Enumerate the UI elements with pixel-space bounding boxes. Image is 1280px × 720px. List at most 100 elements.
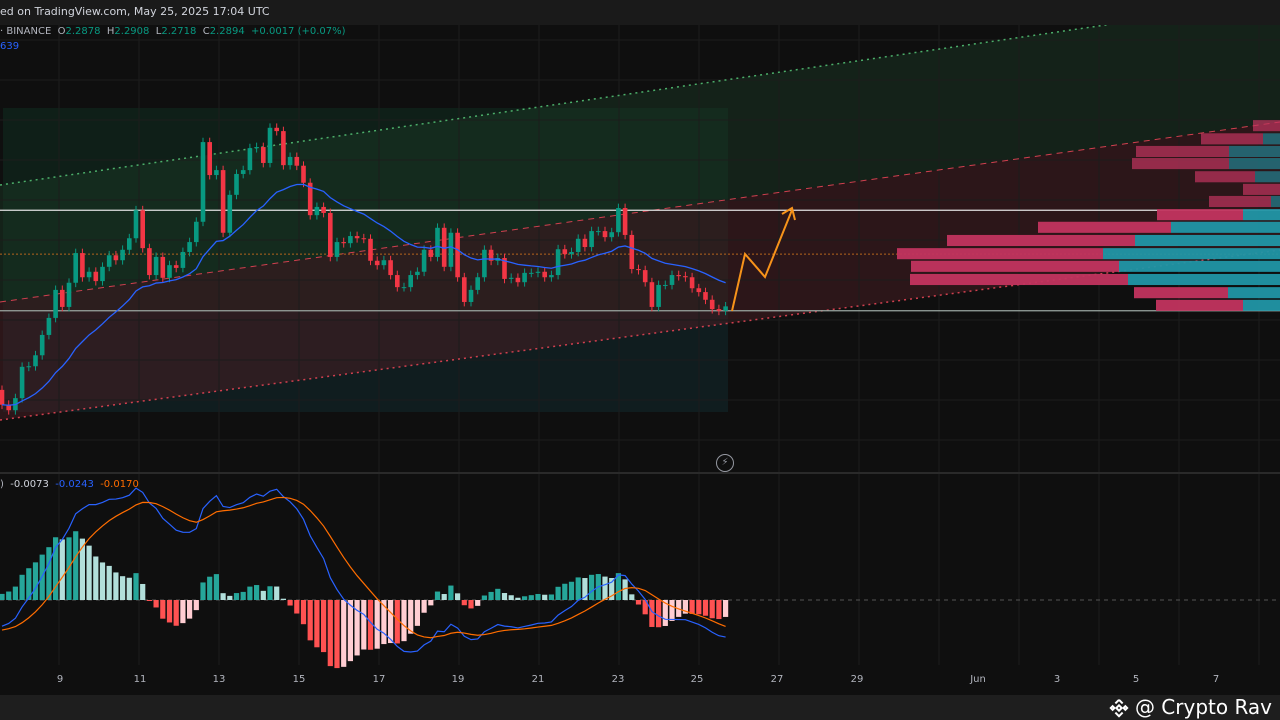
macd-histogram-bar bbox=[113, 572, 119, 600]
macd-histogram-bar bbox=[260, 590, 266, 600]
candle-body bbox=[214, 170, 219, 176]
open-label: O bbox=[57, 26, 66, 37]
candle-body bbox=[462, 277, 467, 302]
macd-histogram-bar bbox=[300, 600, 307, 625]
volume-profile-buy-bar bbox=[1135, 234, 1280, 247]
macd-histogram-bar bbox=[548, 594, 554, 600]
ma-value: 639 bbox=[0, 41, 20, 52]
macd-histogram-bar bbox=[200, 582, 206, 600]
candle-body bbox=[147, 248, 152, 276]
macd-histogram-bar bbox=[394, 600, 400, 644]
candle-body bbox=[649, 282, 655, 307]
volume-profile-sell-bar bbox=[1136, 145, 1229, 158]
candle-body bbox=[39, 334, 45, 356]
macd-histogram-bar bbox=[146, 600, 152, 601]
candle-body bbox=[26, 366, 32, 368]
candle-body bbox=[153, 256, 159, 276]
candle-body bbox=[173, 265, 179, 268]
publish-bar: ed on TradingView.com, May 25, 2025 17:0… bbox=[0, 0, 1280, 25]
candle-body bbox=[0, 389, 5, 405]
candle-body bbox=[274, 127, 279, 132]
candle-body bbox=[589, 231, 594, 248]
macd-histogram-bar bbox=[32, 562, 39, 600]
macd-histogram-bar bbox=[582, 578, 588, 600]
macd-histogram-bar bbox=[501, 593, 508, 600]
candle-body bbox=[502, 258, 507, 279]
macd-histogram-bar bbox=[280, 598, 286, 600]
time-axis-label: 29 bbox=[850, 674, 864, 685]
candle-body bbox=[348, 236, 353, 244]
candle-body bbox=[709, 299, 715, 310]
candle-body bbox=[723, 306, 728, 311]
time-axis-label: 19 bbox=[451, 674, 465, 685]
watermark: @ Crypto Rav bbox=[1109, 695, 1272, 720]
volume-profile-sell-bar bbox=[910, 273, 1128, 286]
macd-histogram-bar bbox=[327, 600, 333, 667]
macd-histogram-bar bbox=[133, 573, 139, 600]
time-axis-label: 7 bbox=[1212, 674, 1220, 685]
macd-histogram-bar bbox=[669, 600, 675, 621]
macd-histogram-bar bbox=[173, 600, 179, 626]
macd-histogram-bar bbox=[166, 600, 173, 623]
symbol-legend: · BINANCE O2.2878 H2.2908 L2.2718 C2.289… bbox=[0, 26, 346, 37]
candle-body bbox=[602, 231, 608, 238]
volume-profile-buy-bar bbox=[1271, 195, 1280, 208]
candle-body bbox=[575, 238, 581, 252]
volume-profile-buy-bar bbox=[1128, 273, 1280, 286]
candle-body bbox=[106, 255, 112, 267]
candle-body bbox=[341, 242, 346, 244]
macd-histogram-bar bbox=[562, 583, 568, 600]
candle-body bbox=[328, 212, 333, 257]
bottom-bar bbox=[0, 695, 1280, 720]
macd-legend: ) -0.0073 -0.0243 -0.0170 bbox=[0, 479, 139, 490]
time-axis-label: 11 bbox=[133, 674, 147, 685]
candle-body bbox=[616, 208, 621, 233]
macd-histogram-bar bbox=[575, 577, 581, 600]
macd-histogram-bar bbox=[59, 539, 65, 600]
time-axis-label: 23 bbox=[611, 674, 625, 685]
macd-histogram-bar bbox=[99, 562, 106, 600]
volume-profile-sell-bar bbox=[1201, 133, 1263, 145]
candle-body bbox=[569, 251, 574, 255]
volume-profile-buy-bar bbox=[1229, 158, 1280, 170]
candle-body bbox=[133, 210, 139, 239]
candle-body bbox=[368, 238, 373, 261]
macd-histogram-bar bbox=[662, 600, 668, 626]
volume-profile-sell-bar bbox=[1243, 183, 1280, 195]
macd-histogram-bar bbox=[475, 600, 481, 606]
candle-body bbox=[629, 234, 635, 270]
volume-profile-buy-bar bbox=[1103, 248, 1280, 260]
projection-arrowhead bbox=[781, 206, 796, 221]
candle-body bbox=[488, 249, 494, 261]
candle-body bbox=[441, 227, 447, 267]
candle-body bbox=[194, 221, 199, 243]
candle-body bbox=[374, 260, 380, 266]
volume-profile-buy-bar bbox=[1255, 171, 1280, 183]
candle-body bbox=[636, 269, 641, 271]
candle-body bbox=[696, 288, 702, 293]
candle-body bbox=[622, 208, 628, 235]
lightning-icon[interactable]: ⚡ bbox=[716, 454, 734, 472]
macd-histogram-bar bbox=[93, 556, 99, 600]
volume-profile-sell-bar bbox=[1156, 299, 1243, 311]
candle-body bbox=[267, 127, 273, 163]
candle-body bbox=[395, 275, 400, 288]
candle-body bbox=[555, 249, 561, 276]
candle-body bbox=[294, 156, 300, 166]
candle-body bbox=[187, 242, 192, 252]
candle-body bbox=[321, 206, 326, 213]
candle-body bbox=[220, 170, 226, 233]
volume-profile-sell-bar bbox=[1253, 120, 1280, 132]
macd-histogram-bar bbox=[287, 600, 293, 606]
volume-profile-sell-bar bbox=[947, 234, 1135, 247]
macd-histogram-bar bbox=[86, 545, 92, 600]
candle-body bbox=[167, 265, 172, 278]
candle-body bbox=[689, 277, 695, 289]
macd-histogram-bar bbox=[193, 600, 199, 611]
time-axis-label: Jun bbox=[970, 674, 986, 685]
candle-body bbox=[227, 194, 233, 233]
macd-histogram-bar bbox=[0, 593, 5, 600]
candle-body bbox=[609, 232, 614, 238]
candle-body bbox=[240, 170, 246, 174]
